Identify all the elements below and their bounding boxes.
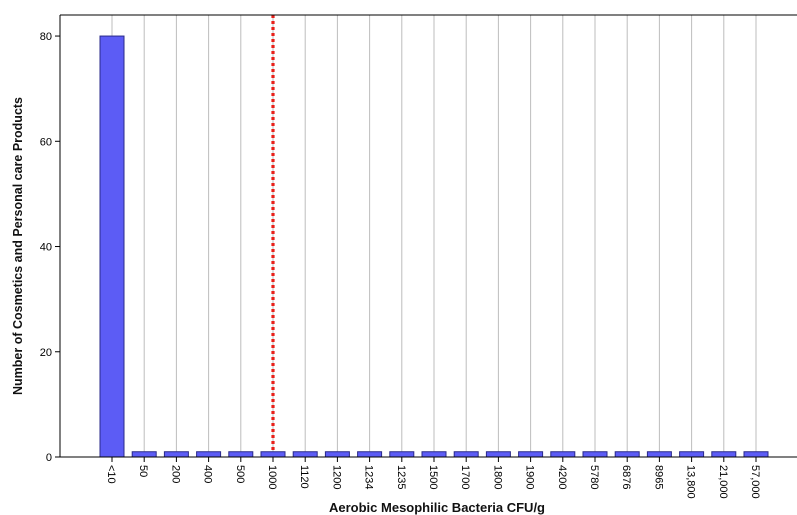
bar: [163, 451, 189, 458]
bar: [646, 451, 672, 458]
x-tick-label: 1800: [491, 465, 503, 489]
axes: [59, 14, 797, 458]
bar: [679, 451, 705, 458]
x-tick-label: 1234: [363, 465, 375, 489]
bar: [421, 451, 447, 458]
x-tick-label: 4200: [556, 465, 568, 489]
x-tick-label: 1120: [298, 465, 310, 489]
bar: [292, 451, 318, 458]
x-tick-label: 1500: [427, 465, 439, 489]
bar: [260, 451, 286, 458]
bar: [324, 451, 350, 458]
x-tick-label: 5780: [588, 465, 600, 489]
x-tick-label: 1235: [395, 465, 407, 489]
x-tick-label: 1900: [524, 465, 536, 489]
bar: [99, 35, 125, 458]
x-tick-label: 200: [169, 465, 181, 483]
bar: [389, 451, 415, 458]
bar: [518, 451, 544, 458]
bar: [743, 451, 769, 458]
x-tick-label: 6876: [620, 465, 632, 489]
x-tick-label: 1700: [459, 465, 471, 489]
y-tick-label: 20: [40, 347, 52, 359]
x-tick-label: 21,000: [717, 465, 729, 499]
x-tick-label: 50: [137, 465, 149, 477]
bar: [582, 451, 608, 458]
y-axis-ticks: 0 20 40 60 80: [40, 31, 60, 464]
bar: [196, 451, 222, 458]
y-axis-title: Number of Cosmetics and Personal care Pr…: [11, 97, 25, 395]
x-tick-label: 57,000: [749, 465, 761, 499]
x-tick-label: 400: [202, 465, 214, 483]
x-axis-title: Aerobic Mesophilic Bacteria CFU/g: [329, 500, 545, 515]
bar: [614, 451, 640, 458]
bar: [550, 451, 576, 458]
x-tick-label: <10: [105, 465, 117, 484]
x-tick-label: 500: [234, 465, 246, 483]
x-tick-label: 8965: [652, 465, 664, 489]
y-tick-label: 80: [40, 31, 52, 43]
bar: [485, 451, 511, 458]
y-tick-label: 0: [46, 452, 52, 464]
bar: [228, 451, 254, 458]
y-tick-label: 40: [40, 242, 52, 254]
bar: [357, 451, 383, 458]
x-tick-label: 13,800: [685, 465, 697, 499]
bars: [99, 35, 769, 458]
x-axis-ticks: <10 50 200 400 500 1000 1120 1200 1234 1235 1500 17…: [105, 457, 761, 499]
x-tick-label: 1200: [330, 465, 342, 489]
grid-lines: [111, 15, 757, 457]
bar: [453, 451, 479, 458]
bar: [711, 451, 737, 458]
bar: [131, 451, 157, 458]
x-tick-label: 1000: [266, 465, 278, 489]
y-tick-label: 60: [40, 136, 52, 148]
